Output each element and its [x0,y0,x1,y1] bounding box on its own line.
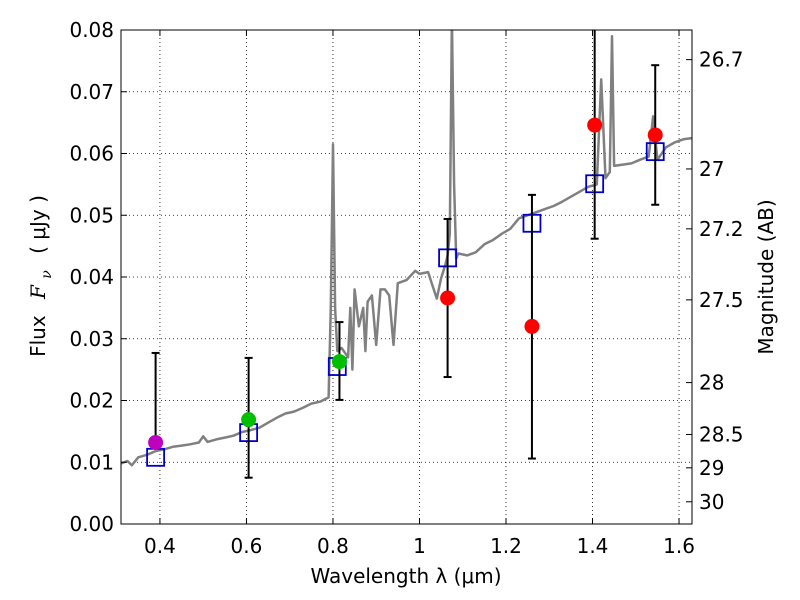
y-tick-label: 0.06 [69,142,114,166]
observed-flux-point [148,434,164,450]
y-tick-label: 0.04 [69,265,114,289]
x-tick-label: 1.4 [577,534,609,558]
ticks-layer: 0.4 0.6 0.8 1 1.2 1.4 1.6 0.00 0.01 0.02 0.03 0.04 0… [69,18,743,558]
right-axis-tick-label: 28.5 [699,422,744,446]
right-axis-label: Magnitude (AB) [754,199,778,354]
y-tick-label: 0.05 [69,203,114,227]
right-axis-tick-label: 26.7 [699,48,744,72]
y-tick-label: 0.01 [69,450,114,474]
x-tick-label: 1 [413,534,426,558]
model-spectrum-line [121,30,692,467]
plot-area [121,30,692,479]
right-axis-tick-label: 30 [699,490,724,514]
y-axis-label-symbol: F [26,284,50,300]
y-tick-label: 0.00 [69,512,114,536]
y-axis-label: Flux F ν ( μJy ) [26,195,56,357]
y-tick-label: 0.08 [69,18,114,42]
y-axis-label-prefix: Flux [26,315,50,357]
x-tick-label: 0.6 [231,534,263,558]
x-axis-label: Wavelength λ (μm) [310,564,501,588]
y-tick-label: 0.03 [69,327,114,351]
y-tick-label: 0.02 [69,389,114,413]
right-axis-tick-label: 29 [699,456,724,480]
y-axis-label-subscript: ν [39,270,55,279]
observed-flux-point [331,354,347,370]
observed-flux-point [241,412,257,428]
x-tick-label: 1.6 [663,534,695,558]
observed-flux-point [524,318,540,334]
right-axis-tick-label: 28 [699,371,724,395]
x-tick-label: 0.4 [144,534,176,558]
right-axis-tick-label: 27.5 [699,288,744,312]
x-tick-label: 0.8 [317,534,349,558]
observed-flux-point [647,127,663,143]
x-tick-label: 1.2 [490,534,522,558]
observed-flux-point [440,290,456,306]
series-layer [121,30,692,479]
right-axis-tick-label: 27 [699,157,724,181]
right-axis-tick-label: 27.2 [699,217,744,241]
y-axis-label-units: ( μJy ) [26,195,50,254]
observed-flux-point [587,117,603,133]
y-tick-label: 0.07 [69,80,114,104]
